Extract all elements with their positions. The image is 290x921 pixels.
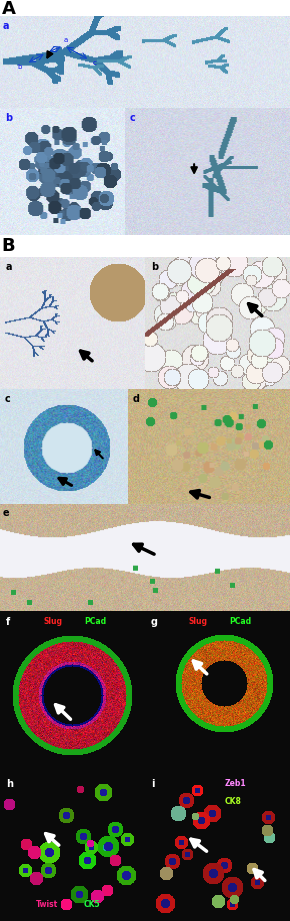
- Text: b: b: [5, 113, 12, 123]
- Text: a: a: [6, 262, 12, 273]
- Text: e: e: [3, 508, 10, 519]
- Text: i: i: [151, 779, 154, 789]
- Text: d: d: [133, 393, 139, 403]
- Text: b: b: [17, 64, 22, 70]
- Text: Slug: Slug: [44, 617, 63, 626]
- Text: c: c: [93, 60, 97, 65]
- Text: PCad: PCad: [84, 617, 106, 626]
- Text: Slug: Slug: [188, 617, 208, 626]
- Text: CK5: CK5: [84, 900, 101, 909]
- Text: A: A: [2, 0, 16, 18]
- Text: Twist: Twist: [36, 900, 59, 909]
- Text: f: f: [6, 617, 10, 627]
- Text: CK8: CK8: [225, 797, 242, 806]
- Text: a: a: [64, 37, 68, 42]
- Text: PCad: PCad: [229, 617, 251, 626]
- Text: c: c: [5, 393, 11, 403]
- Text: c: c: [130, 113, 135, 123]
- Text: a: a: [3, 20, 9, 30]
- Text: g: g: [151, 617, 158, 627]
- Text: h: h: [6, 779, 13, 789]
- Text: b: b: [151, 262, 158, 273]
- Text: B: B: [2, 237, 15, 255]
- Text: Zeb1: Zeb1: [225, 779, 246, 788]
